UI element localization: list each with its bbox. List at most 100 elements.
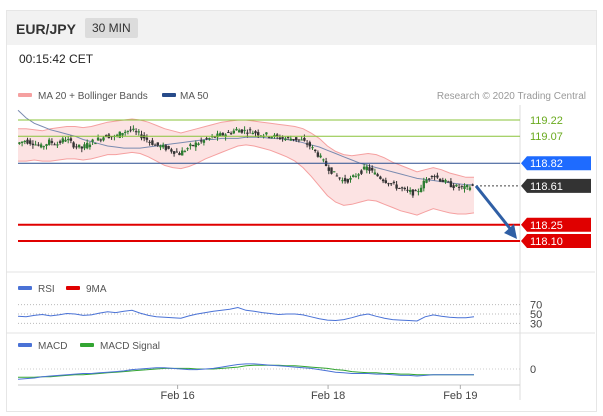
candle-body	[18, 142, 21, 144]
candle-body	[281, 137, 284, 139]
candle-body	[69, 138, 73, 141]
rsi-tick-label: 50	[530, 309, 542, 321]
candle-body	[471, 184, 474, 186]
candle-body	[148, 141, 151, 143]
candle-body	[164, 145, 168, 150]
candle-body	[115, 134, 119, 137]
candle-body	[240, 129, 244, 133]
candle-body	[286, 136, 290, 138]
candle-body	[468, 187, 472, 190]
macd-signal-line	[18, 364, 474, 378]
rsi-line	[17, 306, 475, 322]
timeframe-button[interactable]: 30 MIN	[85, 18, 138, 38]
candle-body	[20, 141, 24, 143]
candle-body	[75, 146, 78, 148]
rsi-legend-swatch	[18, 286, 32, 290]
candle-body	[409, 190, 412, 192]
candle-body	[213, 136, 216, 138]
candle-body	[376, 174, 379, 177]
candle-body	[278, 137, 282, 139]
candle-body	[162, 144, 165, 148]
candle-body	[235, 128, 238, 131]
candle-body	[80, 146, 83, 149]
candle-body	[284, 138, 287, 141]
symbol-label: EUR/JPY	[16, 21, 76, 37]
candle-body	[72, 142, 75, 148]
candle-body	[270, 136, 273, 138]
macd-line	[17, 363, 474, 380]
candle-body	[145, 137, 149, 140]
candle-body	[229, 133, 233, 135]
candle-body	[153, 144, 157, 146]
candle-body	[327, 167, 330, 171]
candle-body	[205, 138, 208, 140]
candle-body	[338, 177, 341, 179]
bollinger-legend-label: MA 20 + Bollinger Bands	[38, 91, 148, 102]
candle-body	[248, 129, 252, 131]
candle-body	[438, 178, 442, 182]
level-118-82-badge	[521, 156, 591, 171]
candle-body	[400, 187, 404, 189]
rsi-legend: RSI 9MA	[18, 284, 107, 295]
candle-body	[292, 139, 295, 140]
ma50-legend-swatch	[162, 93, 176, 97]
bollinger-legend-swatch	[18, 93, 32, 97]
candle-body	[414, 190, 417, 192]
candle-body	[311, 147, 314, 149]
price-levels: 119.22 119.07 118.82 118.61 118.25 118.10	[18, 115, 591, 248]
candle-body	[121, 133, 124, 136]
ma50-line	[17, 109, 474, 186]
candle-body	[124, 131, 127, 133]
candle-body	[441, 180, 444, 183]
candle-body	[411, 189, 415, 196]
candle-body	[26, 139, 29, 144]
candle-body	[50, 141, 54, 143]
candle-body	[379, 176, 382, 179]
rsi-ma-legend-label: 9MA	[86, 284, 107, 295]
candle-body	[449, 181, 453, 188]
candle-body	[322, 159, 325, 161]
rsi-legend-label: RSI	[38, 284, 55, 295]
candle-body	[77, 144, 81, 148]
ma50-legend-label: MA 50	[180, 91, 209, 102]
candle-body	[357, 174, 360, 176]
main-legend: MA 20 + Bollinger Bands MA 50 Research ©…	[18, 91, 586, 102]
candle-body	[430, 176, 434, 177]
rsi-tick-label: 70	[530, 300, 542, 312]
candle-body	[151, 140, 154, 145]
candle-body	[333, 171, 336, 173]
candle-body	[360, 170, 363, 174]
candle-body	[88, 144, 92, 148]
candle-body	[34, 144, 37, 146]
projection-arrow-shaft	[474, 184, 514, 232]
candle-body	[422, 180, 425, 189]
candle-body	[58, 141, 62, 143]
candle-body	[208, 138, 211, 140]
candle-body	[267, 137, 271, 139]
candle-body	[395, 184, 398, 189]
candle-body	[96, 137, 100, 141]
chart-header: EUR/JPY 30 MIN	[7, 11, 596, 45]
rsi-ma-legend-swatch	[66, 286, 80, 290]
candle-body	[303, 138, 306, 141]
candle-body	[227, 132, 230, 133]
candle-body	[39, 144, 43, 148]
level-118-10-label: 118.10	[530, 236, 563, 248]
x-tick-label: Feb 19	[443, 390, 477, 402]
candle-body	[167, 146, 170, 149]
candle-body	[91, 139, 94, 142]
candle-body	[37, 144, 40, 146]
candle-body	[86, 142, 89, 149]
candle-body	[398, 188, 401, 189]
candle-body	[48, 139, 51, 145]
candle-body	[392, 181, 396, 183]
candle-body	[61, 138, 64, 143]
candle-body	[276, 134, 279, 137]
candle-body	[257, 132, 260, 136]
macd-tick-label: 0	[530, 364, 536, 376]
candle-body	[316, 152, 320, 157]
candle-body	[387, 183, 390, 185]
candle-body	[132, 128, 135, 130]
candle-body	[368, 167, 371, 171]
